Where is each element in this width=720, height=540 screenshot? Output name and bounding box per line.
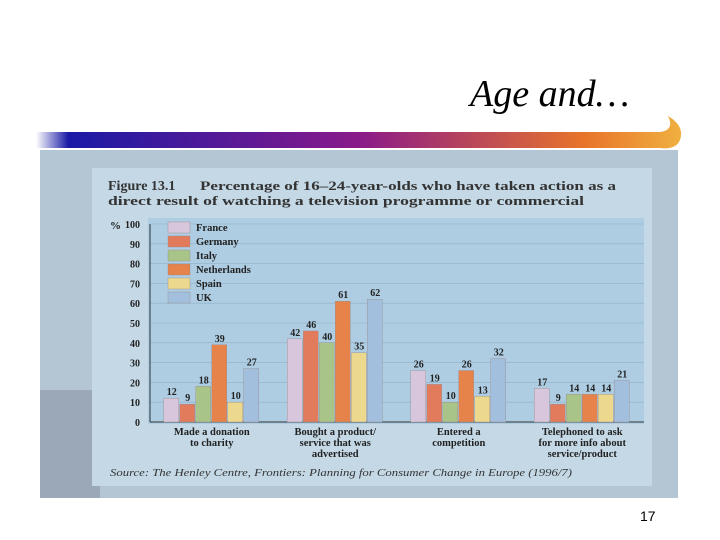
bar-value-label: 27 — [247, 358, 257, 369]
bar — [442, 401, 458, 423]
legend-label: Italy — [196, 251, 218, 262]
bar — [550, 403, 566, 423]
bar-value-label: 10 — [446, 391, 456, 402]
legend-label: Germany — [196, 237, 239, 248]
chart-title-line1: Percentage of 16–24-year-olds who have t… — [200, 178, 617, 193]
bar — [351, 352, 367, 423]
y-tick-label: 60 — [130, 299, 140, 310]
bar-value-label: 18 — [199, 375, 209, 386]
slide-title: Age and… — [470, 73, 630, 115]
y-tick-label: 30 — [130, 359, 140, 370]
bar-value-label: 32 — [494, 348, 504, 359]
legend-label: France — [196, 223, 228, 234]
y-tick-label: 70 — [130, 279, 140, 290]
bar — [474, 396, 490, 423]
bar — [614, 380, 630, 423]
chart-title-line2: direct result of watching a television p… — [108, 193, 585, 208]
page-number: 17 — [640, 508, 656, 524]
bar — [534, 388, 550, 423]
bar — [410, 370, 426, 423]
bar — [335, 301, 351, 423]
category-label: for more info about — [539, 438, 627, 449]
bar-value-label: 40 — [322, 332, 332, 343]
bar-value-label: 14 — [569, 383, 579, 394]
bar — [287, 338, 303, 423]
figure-label: Figure 13.1 — [108, 179, 175, 194]
bar — [426, 384, 442, 423]
bar — [582, 394, 598, 423]
category-label: Entered a — [437, 427, 482, 438]
category-label: to charity — [190, 438, 234, 449]
bar — [195, 386, 211, 423]
value-labels: 12 9 18 39 10 27 42 46 40 61 35 62 26 19 10 26 13 32 17 9 14… — [167, 288, 628, 404]
legend-label: Spain — [196, 279, 222, 290]
y-tick-label: 100 — [125, 220, 140, 231]
y-tick-label: 90 — [130, 240, 140, 251]
legend-swatch — [167, 263, 191, 276]
bar-value-label: 26 — [462, 360, 472, 371]
bar-value-label: 46 — [306, 320, 316, 331]
y-tick-label: 80 — [130, 260, 140, 271]
bar-value-label: 13 — [478, 385, 488, 396]
bar-value-label: 14 — [601, 383, 611, 394]
legend-swatch — [167, 221, 191, 234]
bar-value-label: 35 — [354, 342, 364, 353]
category-label: Bought a product/ — [295, 427, 378, 438]
y-axis-unit: % — [110, 220, 121, 232]
y-tick-label: 20 — [130, 378, 140, 389]
textbook-photo: Figure 13.1 Percentage of 16–24-year-old… — [40, 150, 678, 498]
bar-value-label: 10 — [231, 391, 241, 402]
category-label: service/product — [548, 449, 618, 460]
legend-label: UK — [196, 293, 213, 304]
bar-value-label: 14 — [585, 383, 595, 394]
legend-swatch — [167, 235, 191, 248]
y-tick-label: 10 — [130, 398, 140, 409]
bar-chart: Figure 13.1 Percentage of 16–24-year-old… — [40, 150, 678, 498]
y-tick-label: 40 — [130, 339, 140, 350]
legend-swatch — [167, 291, 191, 304]
bar-value-label: 9 — [185, 393, 190, 404]
bar-value-label: 61 — [338, 290, 348, 301]
category-label: service that was — [300, 438, 371, 449]
bar — [243, 368, 259, 423]
legend-swatch — [167, 249, 191, 262]
category-label: Telephoned to ask — [542, 427, 623, 438]
bar — [458, 370, 474, 423]
bar — [163, 398, 179, 423]
bar — [227, 401, 243, 423]
bar-value-label: 62 — [370, 288, 380, 299]
bar — [319, 342, 335, 423]
bar-value-label: 9 — [556, 393, 561, 404]
bars — [163, 299, 630, 423]
bar-value-label: 26 — [414, 360, 424, 371]
bar-value-label: 17 — [537, 377, 547, 388]
bar — [367, 299, 383, 423]
chart-source: Source: The Henley Centre, Frontiers: Pl… — [110, 468, 573, 479]
bar-value-label: 19 — [430, 373, 440, 384]
bar-value-label: 39 — [215, 334, 225, 345]
bar-value-label: 21 — [617, 369, 627, 380]
legend: France Germany Italy Netherlands Spain UK — [167, 221, 251, 304]
category-label: competition — [432, 438, 485, 449]
title-underline-swoosh — [36, 116, 682, 149]
y-tick-label: 0 — [135, 418, 140, 429]
y-tick-label: 50 — [130, 319, 140, 330]
bar — [490, 358, 506, 423]
y-tick-labels: 0 10 20 30 40 50 60 70 80 90 100 — [125, 220, 140, 429]
legend-swatch — [167, 277, 191, 290]
legend-label: Netherlands — [196, 265, 251, 276]
bar — [566, 394, 582, 423]
bar — [179, 403, 195, 423]
bar-value-label: 12 — [167, 387, 177, 398]
bar — [598, 394, 614, 423]
bar-value-label: 42 — [290, 328, 300, 339]
bar — [211, 344, 227, 423]
category-label: Made a donation — [174, 427, 250, 438]
bar — [303, 330, 319, 423]
category-label: advertised — [312, 449, 359, 460]
